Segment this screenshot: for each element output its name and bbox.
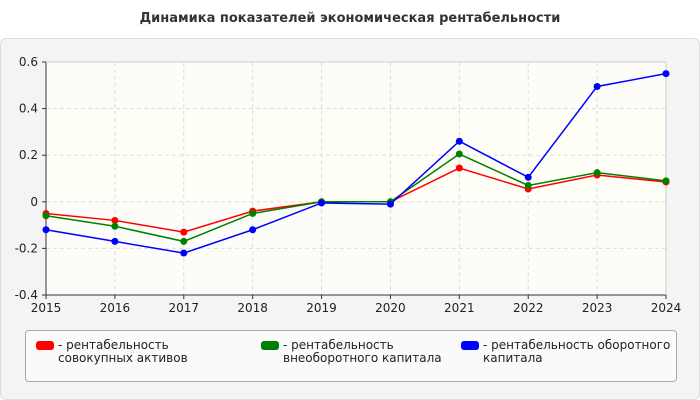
legend-swatch-red [36, 341, 54, 350]
legend: - рентабельность совокупных активов - ре… [25, 330, 677, 382]
data-point-2-2017 [180, 249, 188, 257]
x-tick-label: 2016 [100, 301, 131, 315]
legend-item-noncurrent: - рентабельность внеоборотного капитала [261, 339, 451, 365]
data-point-0-2016 [111, 216, 119, 224]
data-point-2-2024 [662, 70, 670, 78]
x-tick-label: 2015 [31, 301, 62, 315]
data-point-1-2022 [524, 181, 532, 189]
data-point-2-2015 [42, 226, 50, 234]
legend-label: - рентабельность совокупных активов [58, 338, 188, 365]
y-tick-label: 0.4 [19, 102, 38, 116]
data-point-1-2023 [593, 169, 601, 177]
x-tick-label: 2024 [651, 301, 682, 315]
legend-item-current: - рентабельность оборотного капитала [461, 339, 671, 365]
data-point-2-2016 [111, 237, 119, 245]
x-tick-label: 2017 [169, 301, 200, 315]
data-point-1-2024 [662, 177, 670, 185]
data-point-2-2021 [455, 137, 463, 145]
x-tick-label: 2018 [237, 301, 268, 315]
x-tick-label: 2020 [375, 301, 406, 315]
data-point-1-2015 [42, 212, 50, 220]
data-point-2-2018 [249, 226, 257, 234]
data-point-2-2022 [524, 173, 532, 181]
y-tick-label: -0.4 [15, 288, 38, 302]
data-point-1-2017 [180, 237, 188, 245]
data-point-2-2023 [593, 82, 601, 90]
data-point-1-2018 [249, 209, 257, 217]
data-point-1-2021 [455, 150, 463, 158]
legend-label: - рентабельность внеоборотного капитала [283, 338, 442, 365]
legend-swatch-green [261, 341, 279, 350]
data-point-0-2021 [455, 164, 463, 172]
x-tick-label: 2022 [513, 301, 544, 315]
legend-label: - рентабельность оборотного капитала [483, 338, 671, 365]
y-tick-label: -0.2 [15, 241, 38, 255]
x-tick-label: 2019 [306, 301, 337, 315]
y-tick-label: 0 [30, 195, 38, 209]
data-point-2-2020 [386, 200, 394, 208]
data-point-1-2016 [111, 222, 119, 230]
x-tick-label: 2021 [444, 301, 475, 315]
series-line-2 [45, 72, 667, 254]
x-tick-label: 2023 [582, 301, 613, 315]
chart-title: Динамика показателей экономическая рента… [139, 11, 561, 26]
data-point-2-2019 [318, 199, 326, 207]
y-tick-label: 0.2 [19, 148, 38, 162]
data-point-0-2017 [180, 228, 188, 236]
legend-item-assets: - рентабельность совокупных активов [36, 339, 246, 365]
y-tick-label: 0.6 [19, 55, 38, 69]
series-line-1 [45, 153, 667, 243]
legend-swatch-blue [461, 341, 479, 350]
